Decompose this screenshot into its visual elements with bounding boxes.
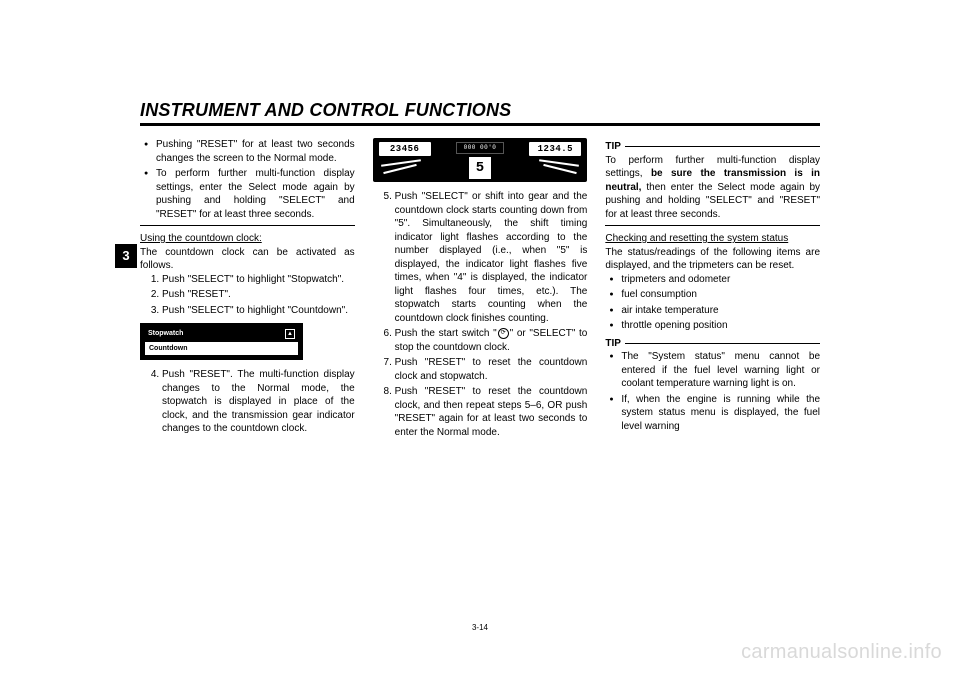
divider [140,225,355,226]
step: Push "RESET". [162,288,355,302]
menu-figure: Stopwatch ▲ Countdown [140,323,303,360]
step: Push "SELECT" to highlight "Countdown". [162,304,355,318]
gauge-figure: 23456 1234.5 000 00'0 5 [373,138,588,182]
content-columns: Pushing "RESET" for at least two seconds… [140,138,820,441]
bullet-item: The "System status" menu cannot be enter… [605,350,820,391]
tip-heading: TIP [605,337,820,351]
bullet-item: Pushing "RESET" for at least two seconds… [140,138,355,165]
column-2: 23456 1234.5 000 00'0 5 Push "SELECT" or… [373,138,588,441]
bullet-item: throttle opening position [605,319,820,333]
page-header: INSTRUMENT AND CONTROL FUNCTIONS [140,100,820,126]
step-4: Push "RESET". The multi-function display… [140,368,355,436]
bullet-item: If, when the engine is running while the… [605,393,820,434]
menu-row-countdown: Countdown [144,341,299,356]
gauge-lcd-right: 1234.5 [529,142,581,156]
steps-5-8: Push "SELECT" or shift into gear and the… [373,190,588,439]
page-number: 3-14 [0,623,960,632]
manual-page: INSTRUMENT AND CONTROL FUNCTIONS 3 Pushi… [0,0,960,678]
steps-1-3: Push "SELECT" to highlight "Stopwatch". … [140,273,355,318]
bullet-item: tripmeters and odometer [605,273,820,287]
gauge-lcd-left: 23456 [379,142,431,156]
menu-label: Stopwatch [148,329,183,338]
start-switch-icon: ⟳ [498,328,509,339]
tip-rule-line [625,146,820,147]
menu-label: Countdown [149,344,188,353]
step: Push "RESET" to reset the countdown cloc… [395,356,588,383]
column-1: Pushing "RESET" for at least two seconds… [140,138,355,441]
countdown-heading: Using the countdown clock: [140,232,355,246]
tip-body: To perform further multi-function displa… [605,154,820,222]
step: Push "SELECT" to highlight "Stopwatch". [162,273,355,287]
step: Push the start switch "⟳" or "SELECT" to… [395,327,588,354]
status-bullets: tripmeters and odometer fuel consumption… [605,273,820,333]
countdown-intro: The countdown clock can be activated as … [140,246,355,273]
tip-label: TIP [605,140,621,154]
step: Push "RESET". The multi-function display… [162,368,355,436]
tip2-bullets: The "System status" menu cannot be enter… [605,350,820,433]
gauge-gear-indicator: 5 [468,156,492,180]
menu-row-stopwatch: Stopwatch ▲ [144,327,299,341]
bullet-item: fuel consumption [605,288,820,302]
status-heading: Checking and resetting the system status [605,232,820,246]
column-3: TIP To perform further multi-function di… [605,138,820,441]
tip-heading: TIP [605,140,820,154]
menu-arrow-icon: ▲ [285,329,295,339]
gauge-lcd-center: 000 00'0 [456,142,504,154]
intro-bullets: Pushing "RESET" for at least two seconds… [140,138,355,221]
tip-rule-line [625,343,820,344]
step: Push "SELECT" or shift into gear and the… [395,190,588,325]
divider [605,225,820,226]
step: Push "RESET" to reset the countdown cloc… [395,385,588,439]
status-intro: The status/readings of the following ite… [605,246,820,273]
tip-label: TIP [605,337,621,351]
watermark: carmanualsonline.info [741,641,942,664]
bullet-item: air intake temperature [605,304,820,318]
chapter-tab: 3 [115,244,137,268]
bullet-item: To perform further multi-function displa… [140,167,355,221]
